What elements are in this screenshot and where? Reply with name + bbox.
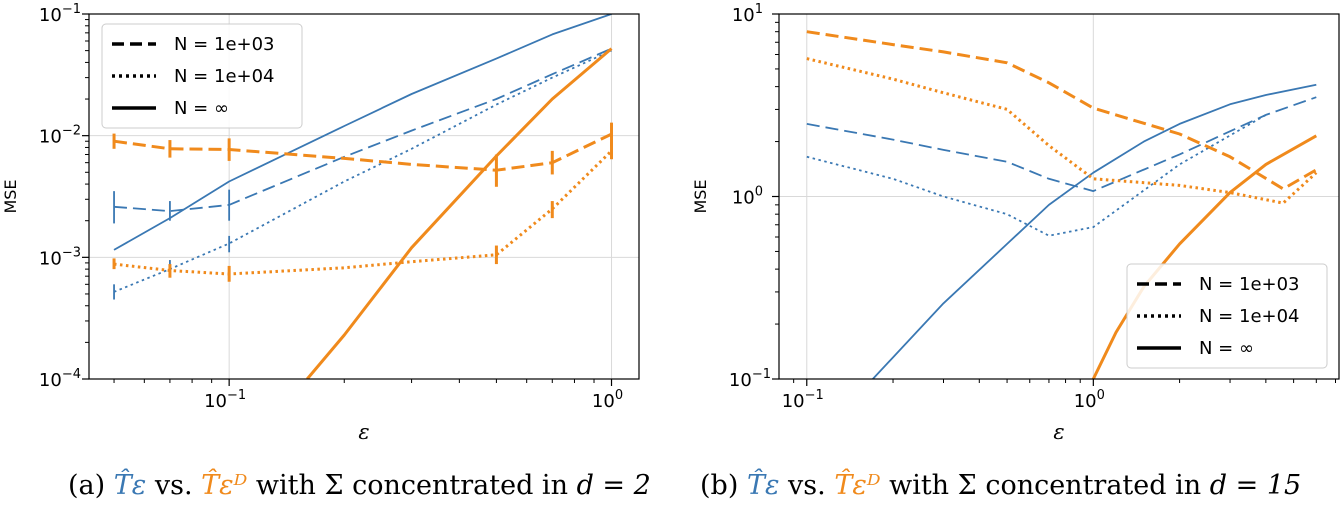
- legend-label: N = ∞: [1199, 338, 1254, 359]
- series-line-5: [806, 57, 1318, 205]
- series-line-1: [806, 96, 1317, 193]
- caption-b-label: (b): [700, 470, 739, 501]
- legend: N = 1e+03 N = 1e+04 N = ∞: [1126, 263, 1328, 369]
- tick-label-y: 10−3: [39, 245, 81, 269]
- legend-box: [1126, 263, 1328, 369]
- caption-b-vs: vs.: [788, 470, 826, 501]
- x-axis-label: ε: [358, 420, 369, 444]
- series-line-3: [306, 47, 613, 379]
- tick-label-x: 100: [592, 388, 623, 412]
- tick-label-x: 10−1: [782, 388, 824, 412]
- y-axis-label: MSE: [1, 179, 20, 213]
- caption-a-d: d = 2: [576, 470, 651, 501]
- tick-label-y: 10−4: [39, 367, 81, 391]
- legend-label: N = 1e+04: [1199, 306, 1300, 327]
- caption-a-sym-orange: T̂εᴰ: [201, 470, 248, 501]
- series-line-4: [113, 132, 613, 172]
- legend-label: N = 1e+03: [174, 34, 275, 55]
- tick-label-y: 10−1: [729, 367, 771, 391]
- caption-b-d: d = 15: [1209, 470, 1302, 501]
- legend: N = 1e+03 N = 1e+04 N = ∞: [101, 23, 303, 129]
- caption-a-label: (a): [68, 470, 106, 501]
- y-axis-label: MSE: [691, 179, 710, 213]
- caption-a: (a) T̂ε vs. T̂εᴰ with Σ concentrated in …: [68, 470, 651, 501]
- legend-label: N = 1e+03: [1199, 274, 1300, 295]
- legend-label: N = 1e+04: [174, 66, 275, 87]
- series-line-3: [1091, 134, 1318, 379]
- caption-b-sym-blue: T̂ε: [746, 470, 780, 501]
- tick-label-x: 10−1: [204, 388, 246, 412]
- tick-label-y: 10−2: [39, 124, 81, 148]
- tick-label-y: 101: [732, 2, 763, 26]
- series-line-4: [806, 30, 1318, 191]
- caption-a-text: with Σ concentrated in: [255, 470, 568, 501]
- legend-label: N = ∞: [174, 98, 229, 119]
- legend-box: [101, 23, 303, 129]
- caption-a-sym-blue: T̂ε: [113, 470, 147, 501]
- tick-label-y: 100: [732, 185, 763, 209]
- series-group: [806, 30, 1318, 379]
- caption-a-vs: vs.: [154, 470, 193, 501]
- series-line-1: [113, 47, 612, 213]
- tick-label-x: 100: [1074, 388, 1105, 412]
- series-line-5: [113, 149, 613, 276]
- series-line-0: [113, 14, 612, 251]
- caption-b-text: with Σ concentrated in: [889, 470, 1202, 501]
- x-axis-label: ε: [1053, 420, 1064, 444]
- series-line-0: [872, 83, 1317, 379]
- series-group: [112, 14, 614, 379]
- plot-frame: [88, 13, 640, 380]
- series-line-2: [806, 114, 1267, 237]
- caption-b-sym-orange: T̂εᴰ: [834, 470, 881, 501]
- tick-label-y: 10−1: [39, 2, 81, 26]
- caption-b: (b) T̂ε vs. T̂εᴰ with Σ concentrated in …: [700, 470, 1301, 501]
